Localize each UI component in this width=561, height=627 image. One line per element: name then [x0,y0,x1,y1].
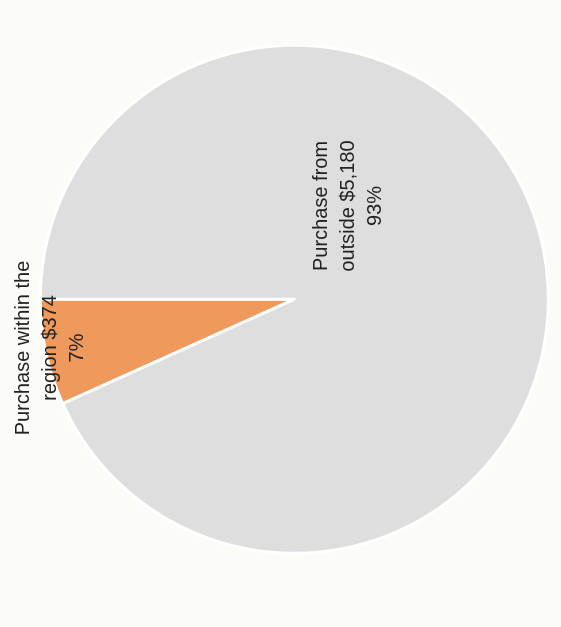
pie-slice-2 [38,43,550,555]
slice-label-1-line-1: Purchase within the [12,261,34,436]
pie-slice-1 [38,297,296,406]
slice-label-2-line-2: outside $5,180 [337,140,359,271]
slice-label-1: Purchase within the region $374 7% [12,261,88,436]
slice-label-1-line-2: region $374 [39,295,61,401]
slice-label-2-line-1: Purchase from [310,141,332,271]
slice-label-2-line-3: 93% [364,186,386,226]
slice-label-2: Purchase from outside $5,180 93% [310,140,386,271]
pie-slices [38,43,550,555]
pie-labels: Purchase within the region $374 7%Purchase… [12,140,386,435]
slice-label-1-line-3: 7% [66,333,88,362]
